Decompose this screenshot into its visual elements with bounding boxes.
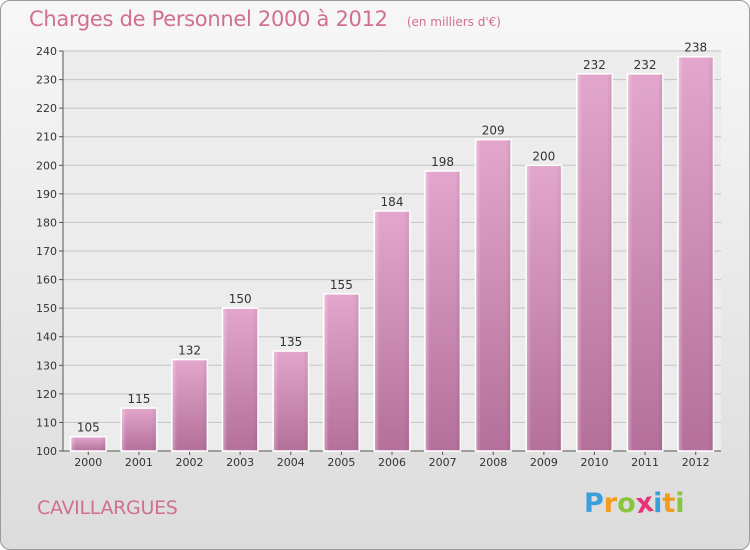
- logo-letter: i: [675, 488, 685, 519]
- y-tick-label: 220: [36, 102, 57, 115]
- y-tick-label: 160: [36, 274, 57, 287]
- x-tick-label: 2010: [580, 456, 608, 469]
- x-tick-label: 2009: [530, 456, 558, 469]
- y-tick-label: 230: [36, 74, 57, 87]
- bar-shade: [70, 436, 107, 451]
- value-label: 200: [532, 149, 555, 163]
- x-tick-label: 2002: [176, 456, 204, 469]
- y-tick-label: 210: [36, 131, 57, 144]
- bar-shade: [576, 73, 613, 451]
- y-tick-label: 240: [36, 45, 57, 58]
- label-layer: 105 115 132 150 135 155 184 198 209 200 232 232 238: [77, 41, 707, 435]
- value-label: 115: [127, 392, 150, 406]
- logo-letter: x: [633, 486, 656, 521]
- x-tick-label: 2004: [277, 456, 305, 469]
- bar-shade: [323, 293, 360, 451]
- bar-shade: [677, 56, 714, 451]
- bar-shade: [171, 359, 208, 451]
- y-tick-label: 120: [36, 388, 57, 401]
- logo-letter: i: [653, 488, 663, 519]
- value-label: 105: [77, 421, 100, 435]
- bar-shade: [374, 211, 410, 451]
- bar-shade: [627, 73, 663, 451]
- y-tick-label: 180: [36, 216, 57, 229]
- logo-letter: r: [603, 488, 618, 519]
- y-tick-label: 170: [36, 245, 57, 258]
- logo-letter: o: [617, 488, 636, 519]
- x-tick-label: 2001: [125, 456, 153, 469]
- logo-letter: P: [584, 488, 604, 519]
- value-label: 198: [431, 155, 454, 169]
- y-tick-label: 100: [36, 445, 57, 458]
- title-row: Charges de Personnel 2000 à 2012 (en mil…: [29, 7, 501, 31]
- x-tick-label: 2003: [226, 456, 254, 469]
- value-label: 150: [229, 292, 252, 306]
- chart-title: Charges de Personnel 2000 à 2012: [29, 7, 388, 31]
- chart-subtitle: (en milliers d'€): [406, 15, 501, 29]
- bar-shade: [222, 308, 258, 451]
- value-label: 155: [330, 278, 353, 292]
- x-tick-label: 2008: [479, 456, 507, 469]
- y-tick-label: 150: [36, 302, 57, 315]
- y-tick-label: 140: [36, 331, 57, 344]
- y-tick-label: 200: [36, 159, 57, 172]
- value-label: 238: [684, 41, 707, 55]
- value-label: 209: [482, 124, 505, 138]
- commune-name: CAVILLARGUES: [37, 497, 178, 519]
- proxiti-logo[interactable]: Proxiti: [584, 486, 685, 521]
- value-label: 232: [634, 58, 657, 72]
- bar-shade: [475, 139, 511, 452]
- value-label: 135: [279, 335, 302, 349]
- x-tick-label: 2012: [682, 456, 710, 469]
- bar-shade: [526, 165, 562, 452]
- x-tick-label: 2007: [429, 456, 457, 469]
- bar-layer: [69, 55, 715, 452]
- value-label: 132: [178, 344, 201, 358]
- y-tick-label: 190: [36, 188, 57, 201]
- value-label: 232: [583, 58, 606, 72]
- y-tick-label: 130: [36, 359, 57, 372]
- y-tick-label: 110: [36, 416, 57, 429]
- bar-shade: [121, 408, 157, 451]
- value-label: 184: [381, 195, 404, 209]
- bar-shade: [424, 171, 461, 451]
- x-tick-label: 2005: [327, 456, 355, 469]
- x-tick-label: 2000: [74, 456, 102, 469]
- logo-letter: t: [662, 488, 676, 519]
- bar-shade: [273, 351, 309, 451]
- x-tick-label: 2011: [631, 456, 659, 469]
- x-tick-label: 2006: [378, 456, 406, 469]
